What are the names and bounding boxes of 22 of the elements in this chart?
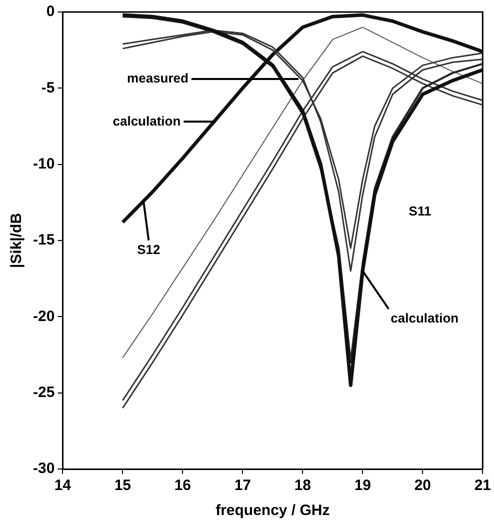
annotation: measured [127, 70, 189, 86]
annotation: calculation [112, 113, 181, 128]
y-tick-label: -20 [32, 308, 55, 325]
y-axis-title: |Sik|/dB [8, 212, 26, 268]
annotation: S12 [137, 242, 160, 257]
y-tick-label: -5 [41, 79, 55, 96]
x-tick-label: 20 [414, 477, 432, 494]
annotation: calculation [390, 310, 459, 326]
x-tick-label: 17 [234, 477, 252, 494]
x-tick-label: 14 [54, 477, 72, 494]
x-tick-label: 15 [114, 477, 132, 494]
x-tick-label: 16 [174, 477, 192, 494]
x-tick-label: 18 [294, 477, 312, 494]
y-tick-label: -10 [32, 155, 55, 172]
annotation: S11 [408, 204, 432, 219]
x-tick-label: 21 [474, 477, 491, 494]
y-tick-label: -30 [32, 460, 55, 478]
x-axis-title: frequency / GHz [216, 502, 330, 520]
x-tick-label: 19 [354, 477, 372, 494]
y-tick-label: 0 [46, 3, 55, 20]
y-tick-label: -25 [32, 384, 55, 401]
y-tick-label: -15 [32, 232, 55, 249]
